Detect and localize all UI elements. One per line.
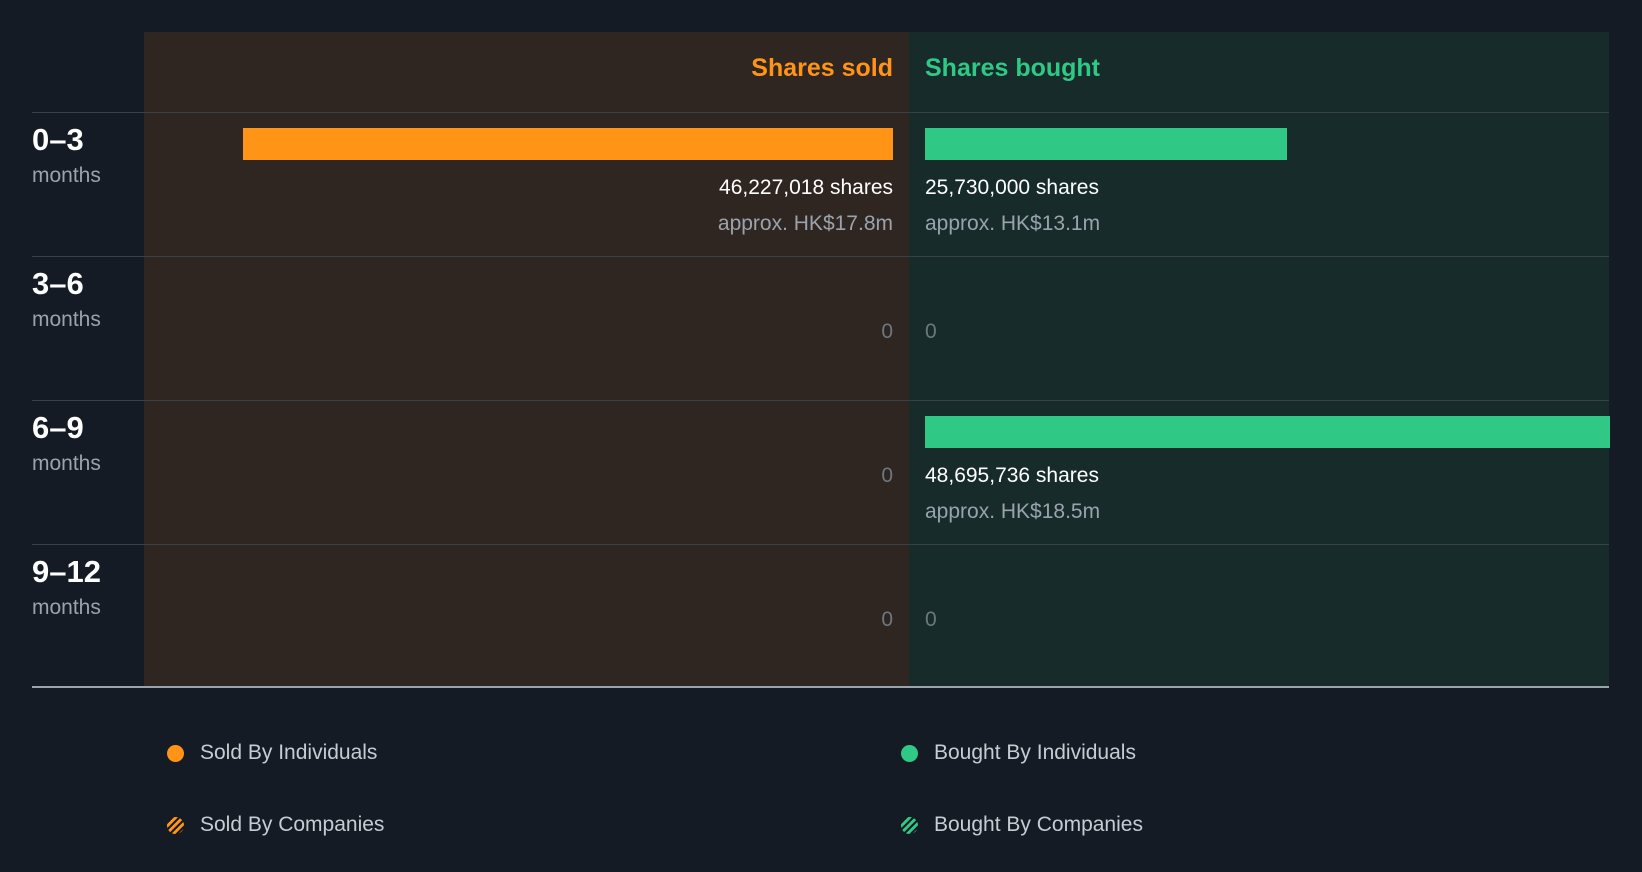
bought-value-label: 25,730,000 shares — [925, 176, 1099, 199]
bought-approx-label: approx. HK$13.1m — [925, 212, 1101, 235]
row-divider — [32, 400, 1609, 401]
row-unit: months — [32, 452, 101, 475]
row-divider — [32, 112, 1609, 113]
green-hatched-dot-icon — [901, 816, 918, 834]
sold-zero-label: 0 — [881, 320, 893, 343]
sold-bar-0-3 — [242, 128, 893, 160]
row-range: 6–9 — [32, 410, 84, 445]
sold-zero-label: 0 — [881, 464, 893, 487]
legend-bought-by-individuals[interactable]: Bought By Individuals — [901, 741, 1136, 765]
row-range: 9–12 — [32, 554, 101, 589]
row-label-3-6: 3–6 months — [32, 266, 101, 332]
chart-baseline — [32, 686, 1609, 688]
green-dot-icon — [901, 744, 918, 762]
legend-bought-by-companies[interactable]: Bought By Companies — [901, 813, 1143, 837]
row-divider — [32, 544, 1609, 545]
legend-sold-by-individuals[interactable]: Sold By Individuals — [167, 741, 377, 765]
legend-label: Sold By Individuals — [200, 741, 378, 764]
row-unit: months — [32, 308, 101, 331]
orange-hatched-dot-icon — [167, 816, 184, 834]
bought-value-label: 48,695,736 shares — [925, 464, 1099, 487]
bought-zero-label: 0 — [925, 608, 937, 631]
legend-label: Bought By Companies — [934, 813, 1143, 836]
legend-label: Sold By Companies — [200, 813, 385, 836]
sold-approx-label: approx. HK$17.8m — [717, 212, 893, 235]
bought-zero-label: 0 — [925, 320, 937, 343]
row-range: 3–6 — [32, 266, 84, 301]
legend-label: Bought By Individuals — [934, 741, 1136, 764]
legend-sold-by-companies[interactable]: Sold By Companies — [167, 813, 384, 837]
bought-approx-label: approx. HK$18.5m — [925, 500, 1101, 523]
sold-value-label: 46,227,018 shares — [719, 176, 893, 199]
bought-bar-0-3 — [925, 128, 1287, 160]
row-range: 0–3 — [32, 122, 84, 157]
row-divider — [32, 256, 1609, 257]
bought-bar-6-9 — [925, 416, 1610, 448]
row-unit: months — [32, 596, 101, 619]
shares-bought-header: Shares bought — [925, 54, 1101, 82]
row-unit: months — [32, 164, 101, 187]
row-label-9-12: 9–12 months — [32, 554, 101, 620]
shares-sold-header: Shares sold — [751, 54, 893, 82]
row-label-6-9: 6–9 months — [32, 410, 101, 476]
row-label-0-3: 0–3 months — [32, 122, 101, 188]
sold-zero-label: 0 — [881, 608, 893, 631]
orange-dot-icon — [167, 744, 184, 762]
